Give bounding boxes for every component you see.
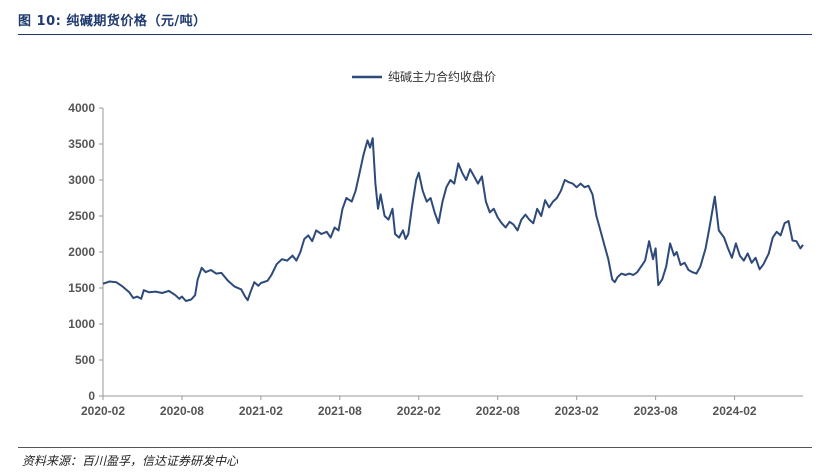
x-tick-label: 2023-02	[555, 404, 599, 418]
x-tick-label: 2021-02	[239, 404, 283, 418]
x-tick-label: 2020-02	[81, 404, 125, 418]
y-tick-label: 0	[88, 389, 95, 403]
y-axis-ticks: 0 500 1000 1500 2000 2500 3000 3500 4000	[68, 101, 103, 403]
y-tick-label: 2500	[68, 209, 95, 223]
y-tick-label: 2000	[68, 245, 95, 259]
title-rule	[18, 34, 812, 35]
y-tick-label: 1000	[68, 317, 95, 331]
series-line-soda-ash-futures	[102, 137, 804, 302]
legend-label: 纯碱主力合约收盘价	[388, 69, 496, 84]
source-rule	[18, 447, 812, 448]
y-tick-label: 3500	[68, 137, 95, 151]
y-tick-label: 3000	[68, 173, 95, 187]
x-tick-label: 2020-08	[160, 404, 204, 418]
y-tick-label: 500	[75, 353, 95, 367]
x-tick-label: 2024-02	[713, 404, 757, 418]
legend: 纯碱主力合约收盘价	[352, 69, 496, 84]
x-tick-label: 2022-08	[476, 404, 520, 418]
x-tick-label: 2021-08	[318, 404, 362, 418]
x-tick-label: 2022-02	[397, 404, 441, 418]
x-axis-ticks: 2020-02 2020-08 2021-02 2021-08 2022-02 2022-…	[81, 396, 757, 418]
x-tick-label: 2023-08	[634, 404, 678, 418]
figure-title: 图 10: 纯碱期货价格（元/吨）	[18, 14, 207, 29]
y-tick-label: 4000	[68, 101, 95, 115]
y-tick-label: 1500	[68, 281, 95, 295]
source-note: 资料来源：百川盈孚，信达证券研发中心	[22, 454, 239, 468]
